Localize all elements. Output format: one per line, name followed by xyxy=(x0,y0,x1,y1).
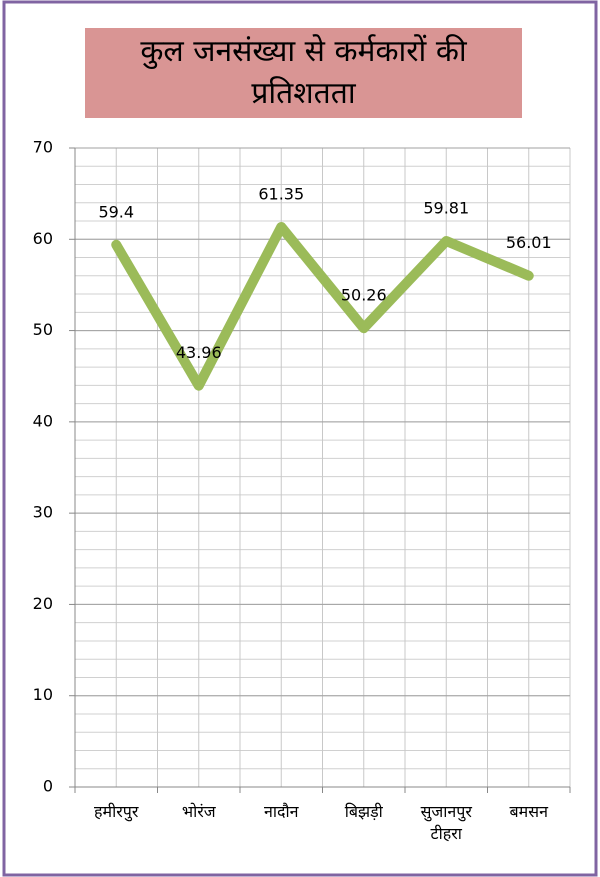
data-label: 59.4 xyxy=(98,202,134,221)
x-tick-label: सुजानपुर टीहरा xyxy=(420,802,472,843)
data-label: 59.81 xyxy=(423,199,469,218)
x-tick-label: बमसन xyxy=(509,802,548,821)
data-line xyxy=(111,221,534,391)
y-tick-label: 20 xyxy=(33,594,53,613)
y-tick-label: 60 xyxy=(33,229,53,248)
y-tick-label: 0 xyxy=(43,777,53,796)
data-label: 50.26 xyxy=(341,286,387,305)
x-tick-label: भोरंज xyxy=(181,802,216,821)
y-tick-label: 10 xyxy=(33,685,53,704)
y-tick-label: 70 xyxy=(33,138,53,157)
y-tick-label: 50 xyxy=(33,320,53,339)
y-tick-label: 30 xyxy=(33,503,53,522)
chart-title: कुल जनसंख्या से कर्मकारों की प्रतिशतता xyxy=(85,28,522,118)
x-tick-label: नादौन xyxy=(263,802,299,821)
x-tick-label: हमीरपुर xyxy=(94,802,139,821)
y-tick-label: 40 xyxy=(33,411,53,430)
data-label: 56.01 xyxy=(506,233,552,252)
data-label: 61.35 xyxy=(258,184,304,203)
x-tick-label: बिझड़ी xyxy=(344,802,383,821)
data-label: 43.96 xyxy=(176,343,222,362)
